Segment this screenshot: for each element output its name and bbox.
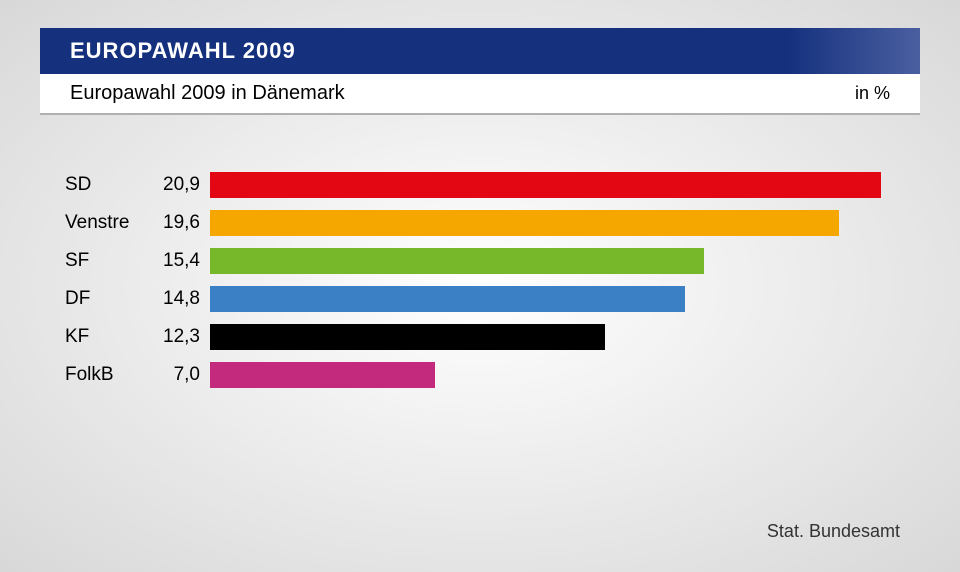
unit-label: in % xyxy=(855,83,890,104)
bar-wrapper xyxy=(210,324,900,350)
party-label: FolkB xyxy=(60,364,155,386)
party-label: KF xyxy=(60,326,155,348)
chart-row: FolkB 7,0 xyxy=(60,360,900,390)
chart-row: DF 14,8 xyxy=(60,284,900,314)
header-bar: EUROPAWAHL 2009 xyxy=(40,28,920,74)
bar-wrapper xyxy=(210,248,900,274)
chart-row: SF 15,4 xyxy=(60,246,900,276)
chart-row: KF 12,3 xyxy=(60,322,900,352)
subtitle-bar: Europawahl 2009 in Dänemark in % xyxy=(40,74,920,115)
value-label: 12,3 xyxy=(155,326,210,348)
bar-sd xyxy=(210,172,881,198)
value-label: 20,9 xyxy=(155,174,210,196)
bar-wrapper xyxy=(210,362,900,388)
subtitle-text: Europawahl 2009 in Dänemark xyxy=(70,82,345,105)
bar-df xyxy=(210,286,685,312)
bar-wrapper xyxy=(210,172,900,198)
party-label: SD xyxy=(60,174,155,196)
chart-row: Venstre 19,6 xyxy=(60,208,900,238)
value-label: 7,0 xyxy=(155,364,210,386)
bar-wrapper xyxy=(210,286,900,312)
chart-container: SD 20,9 Venstre 19,6 SF 15,4 DF 14,8 KF … xyxy=(60,170,900,390)
header-title: EUROPAWAHL 2009 xyxy=(70,38,296,63)
party-label: DF xyxy=(60,288,155,310)
bar-folkb xyxy=(210,362,435,388)
party-label: SF xyxy=(60,250,155,272)
bar-kf xyxy=(210,324,605,350)
bar-venstre xyxy=(210,210,839,236)
value-label: 14,8 xyxy=(155,288,210,310)
bar-sf xyxy=(210,248,704,274)
value-label: 19,6 xyxy=(155,212,210,234)
value-label: 15,4 xyxy=(155,250,210,272)
bar-wrapper xyxy=(210,210,900,236)
party-label: Venstre xyxy=(60,212,155,234)
source-label: Stat. Bundesamt xyxy=(767,521,900,542)
chart-row: SD 20,9 xyxy=(60,170,900,200)
